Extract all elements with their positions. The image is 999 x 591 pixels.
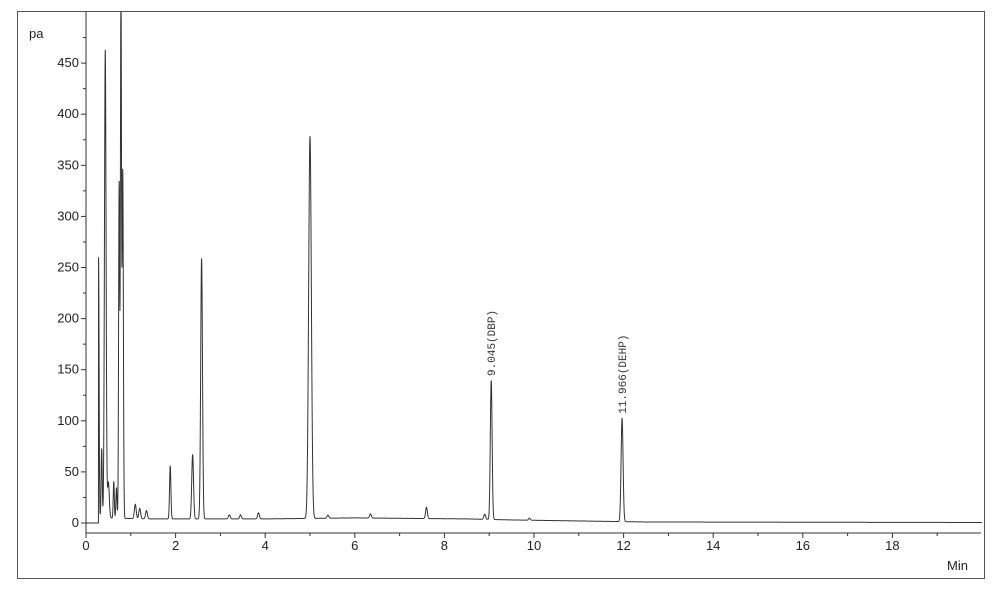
y-tick-label: 350	[57, 157, 79, 172]
x-tick-label: 4	[262, 538, 269, 553]
x-tick-label: 10	[527, 538, 541, 553]
x-tick-label: 16	[796, 538, 810, 553]
x-axis-label: Min	[947, 558, 968, 573]
y-tick-label: 400	[57, 106, 79, 121]
y-axis-label: pa	[29, 26, 44, 41]
y-tick-label: 150	[57, 362, 79, 377]
x-tick-label: 18	[885, 538, 899, 553]
y-tick-label: 450	[57, 55, 79, 70]
x-tick-label: 6	[351, 538, 358, 553]
chart-frame	[17, 11, 985, 579]
peak-label: 9.045(DBP)	[487, 310, 499, 376]
y-tick-label: 50	[65, 464, 79, 479]
y-tick-label: 250	[57, 260, 79, 275]
signal-trace	[86, 11, 982, 524]
x-tick-label: 8	[441, 538, 448, 553]
y-tick-label: 200	[57, 311, 79, 326]
x-tick-label: 12	[616, 538, 630, 553]
x-tick-label: 14	[706, 538, 720, 553]
x-tick-label: 0	[82, 538, 89, 553]
y-tick-label: 0	[72, 515, 79, 530]
peak-label: 11.966(DEHP)	[618, 335, 630, 414]
y-tick-label: 300	[57, 208, 79, 223]
x-tick-label: 2	[172, 538, 179, 553]
y-tick-label: 100	[57, 413, 79, 428]
